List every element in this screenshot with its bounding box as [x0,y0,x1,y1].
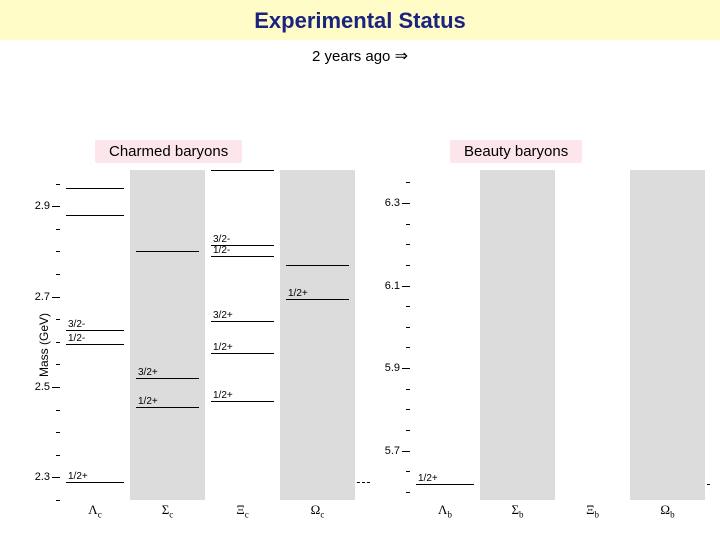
level-label: 1/2+ [68,471,88,482]
level-label: 1/2- [213,245,230,256]
column-label: Λc [60,502,130,520]
column-label: Ωb [630,502,705,520]
mass-level [211,321,274,322]
y-tick-minor [56,500,60,501]
y-axis-title: Mass (GeV) [37,313,51,377]
y-tick [52,477,60,478]
level-label: 1/2+ [213,342,233,353]
panel-charm: Mass (GeV)2.32.52.72.9Λc1/2+1/2-3/2-Σc1/… [60,170,370,520]
column-label: Λb [410,502,480,520]
mass-level [286,299,349,300]
column-label: Σc [130,502,205,520]
charts-region: Mass (GeV)2.32.52.72.9Λc1/2+1/2-3/2-Σc1/… [0,170,720,540]
y-tick [52,297,60,298]
mass-level [211,353,274,354]
mass-level [211,245,274,246]
y-tick-label: 2.7 [35,291,50,303]
level-label: 3/2+ [213,310,233,321]
column-Oc: Ωc1/2+ [280,170,355,500]
mass-level [66,330,124,331]
implies-arrow: ⇒ [395,48,408,65]
subtitle-text: 2 years ago [312,48,390,65]
y-tick [402,451,410,452]
mass-level [211,170,274,171]
y-tick [402,286,410,287]
y-tick-label: 2.9 [35,200,50,212]
mass-level [211,401,274,402]
level-label: 1/2+ [418,473,438,484]
level-label: 3/2+ [138,367,158,378]
mass-level [66,482,124,483]
column-label: Ξb [555,502,630,520]
y-tick [402,203,410,204]
y-tick [402,368,410,369]
column-Xb: Ξb [555,170,630,500]
panel-beauty: 5.75.96.16.3Λb1/2+ΣbΞbΩb [410,170,710,520]
level-label: 1/2+ [288,288,308,299]
column-Sb: Σb [480,170,555,500]
mass-level [136,407,199,408]
mass-level [66,344,124,345]
level-label: 1/2+ [138,396,158,407]
mass-level [416,484,474,485]
column-label: Ξc [205,502,280,520]
y-tick-label: 5.7 [385,445,400,457]
y-tick-label: 6.3 [385,197,400,209]
mass-level [136,251,199,252]
y-tick [52,206,60,207]
charmed-label: Charmed baryons [95,140,242,163]
mass-level [66,215,124,216]
mass-level [211,256,274,257]
y-tick-label: 2.5 [35,381,50,393]
level-label: 3/2- [68,319,85,330]
mass-level [286,265,349,266]
column-Lb: Λb1/2+ [410,170,480,500]
column-label: Ωc [280,502,355,520]
column-label: Σb [480,502,555,520]
mass-level [66,188,124,189]
column-Sc: Σc1/2+3/2+ [130,170,205,500]
level-label: 3/2- [213,234,230,245]
level-label: 1/2- [68,333,85,344]
y-tick [52,387,60,388]
column-Ob: Ωb [630,170,705,500]
y-tick-label: 5.9 [385,362,400,374]
column-Xc: Ξc1/2+1/2+3/2+1/2-3/2- [205,170,280,500]
y-tick-label: 6.1 [385,280,400,292]
mass-level [136,378,199,379]
level-label: 1/2+ [213,390,233,401]
column-Lc: Λc1/2+1/2-3/2- [60,170,130,500]
subtitle: 2 years ago ⇒ [0,46,720,66]
y-tick-label: 2.3 [35,471,50,483]
page-title: Experimental Status [0,0,720,40]
beauty-label: Beauty baryons [450,140,582,163]
